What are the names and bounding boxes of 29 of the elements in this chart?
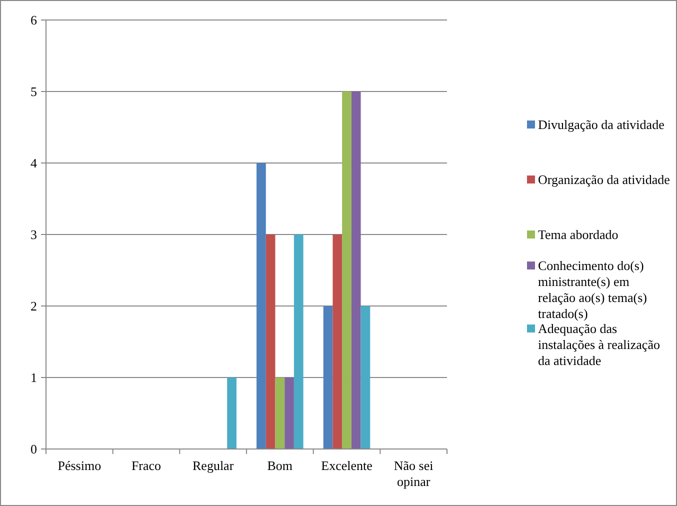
legend-label: Divulgação da atividade xyxy=(538,117,665,132)
bar xyxy=(266,234,276,449)
x-tick-label: Bom xyxy=(267,458,293,473)
bar xyxy=(284,378,294,449)
legend-label: Tema abordado xyxy=(538,227,618,242)
bar xyxy=(294,234,304,449)
y-tick-label: 4 xyxy=(30,156,38,171)
bar xyxy=(323,306,333,449)
x-tick-label: Fraco xyxy=(131,458,162,473)
bar xyxy=(342,92,352,449)
legend-label: Organização da atividade xyxy=(538,172,670,188)
y-tick-label: 0 xyxy=(30,442,37,457)
y-tick-label: 1 xyxy=(30,370,37,386)
bar xyxy=(332,234,342,449)
x-tick-label: Péssimo xyxy=(58,458,102,473)
y-tick-label: 3 xyxy=(30,227,37,242)
x-tick-label: Excelente xyxy=(321,458,373,473)
bar xyxy=(256,163,266,449)
legend-label: Conhecimento do(s) ministrante(s) em relação ao(s) tema(s) tratado(s) xyxy=(538,258,647,322)
x-tick-label: Não sei opinar xyxy=(394,458,434,489)
y-tick-label: 2 xyxy=(30,298,37,314)
legend-label: Adequação das instalações à realização da atividade xyxy=(538,321,660,368)
y-tick-label: 6 xyxy=(30,12,38,28)
bar xyxy=(360,306,370,449)
bar xyxy=(227,378,236,449)
y-tick-label: 5 xyxy=(30,84,37,100)
bar xyxy=(351,92,361,449)
bar xyxy=(275,378,285,449)
x-tick-label: Regular xyxy=(192,458,234,473)
